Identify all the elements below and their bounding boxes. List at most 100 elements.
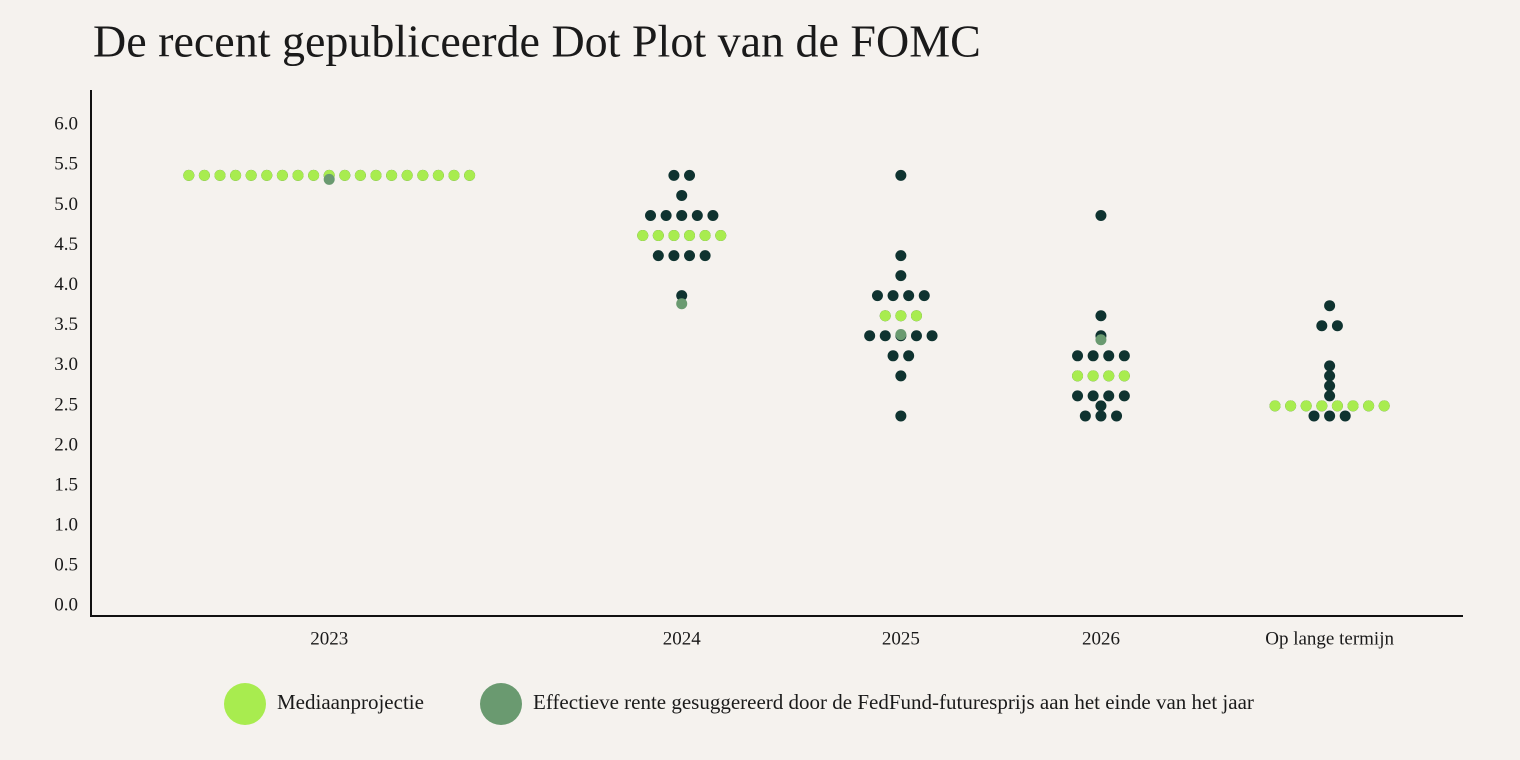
median-dot [1072,370,1084,382]
median-dot [715,230,727,242]
participant-dot [864,330,876,342]
legend-swatch [224,683,266,725]
participant-dot [895,169,907,181]
median-dot [339,169,351,181]
participant-dot [1072,350,1084,362]
participant-dot [1095,400,1107,412]
legend-swatch [480,683,522,725]
participant-dot [1111,410,1123,422]
participant-dot [887,350,899,362]
median-dot [230,169,242,181]
participant-dot [895,270,907,282]
participant-dot [1095,209,1107,221]
median-dot [1331,400,1343,412]
participant-dot [895,370,907,382]
participant-dot [918,290,930,302]
participant-dot [910,330,922,342]
participant-dot [1324,300,1336,312]
participant-dot [1331,320,1343,332]
median-dot [261,169,273,181]
y-tick-label: 4.5 [54,234,78,255]
y-tick-label: 5.5 [54,154,78,175]
median-dot [895,310,907,322]
participant-dot [684,169,696,181]
y-tick-label: 6.0 [54,114,78,135]
participant-dot [895,410,907,422]
x-tick-label: Op lange termijn [1265,628,1394,649]
x-tick-label: 2026 [1082,628,1120,649]
y-tick-label: 5.0 [54,194,78,215]
participant-dot [1308,410,1320,422]
median-dot [684,230,696,242]
participant-dot [1103,350,1115,362]
participant-dot [691,209,703,221]
legend-label: Effectieve rente gesuggereerd door de Fe… [533,690,1254,714]
median-dot [1378,400,1390,412]
y-tick-label: 1.5 [54,474,78,495]
participant-dot [1324,360,1336,372]
median-dot [214,169,226,181]
participant-dot [1087,350,1099,362]
x-tick-label: 2023 [310,628,348,649]
y-tick-label: 0.0 [54,595,78,616]
participant-dot [676,209,688,221]
median-dot [370,169,382,181]
y-tick-label: 0.5 [54,555,78,576]
participant-dot [684,250,696,262]
participant-dot [699,250,711,262]
participant-dot [1118,390,1130,402]
participant-dot [1087,390,1099,402]
median-dot [1300,400,1312,412]
participant-dot [707,209,719,221]
median-dot [1087,370,1099,382]
participant-dot [879,330,891,342]
participant-dot [652,250,664,262]
median-dot [1269,400,1281,412]
participant-dot [871,290,883,302]
median-dot [1285,400,1297,412]
y-tick-label: 3.0 [54,354,78,375]
y-tick-label: 4.0 [54,274,78,295]
participant-dot [676,290,688,302]
futures-dot [895,329,907,341]
median-dot [354,169,366,181]
futures-dot [1095,334,1107,346]
participant-dot [1316,320,1328,332]
x-tick-label: 2024 [663,628,702,649]
median-dot [1347,400,1359,412]
median-dot [292,169,304,181]
participant-dot [660,209,672,221]
y-tick-label: 2.0 [54,434,78,455]
participant-dot [1072,390,1084,402]
participant-dot [895,250,907,262]
y-tick-label: 2.5 [54,394,78,415]
legend-label: Mediaanprojectie [277,690,424,714]
participant-dot [676,189,688,201]
futures-dot [323,173,335,185]
participant-dot [903,350,915,362]
median-dot [308,169,320,181]
median-dot [417,169,429,181]
chart-title: De recent gepubliceerde Dot Plot van de … [93,16,981,67]
median-dot [432,169,444,181]
participant-dot [1324,390,1336,402]
median-dot [183,169,195,181]
median-dot [1363,400,1375,412]
median-dot [1103,370,1115,382]
median-dot [668,230,680,242]
median-dot [276,169,288,181]
median-dot [879,310,891,322]
median-dot [699,230,711,242]
y-tick-label: 1.0 [54,515,78,536]
median-dot [464,169,476,181]
futures-dot [676,298,688,310]
median-dot [1316,400,1328,412]
participant-dot [1118,350,1130,362]
median-dot [1118,370,1130,382]
median-dot [910,310,922,322]
x-tick-label: 2025 [882,628,920,649]
participant-dot [1339,410,1351,422]
median-dot [401,169,413,181]
participant-dot [1095,310,1107,322]
